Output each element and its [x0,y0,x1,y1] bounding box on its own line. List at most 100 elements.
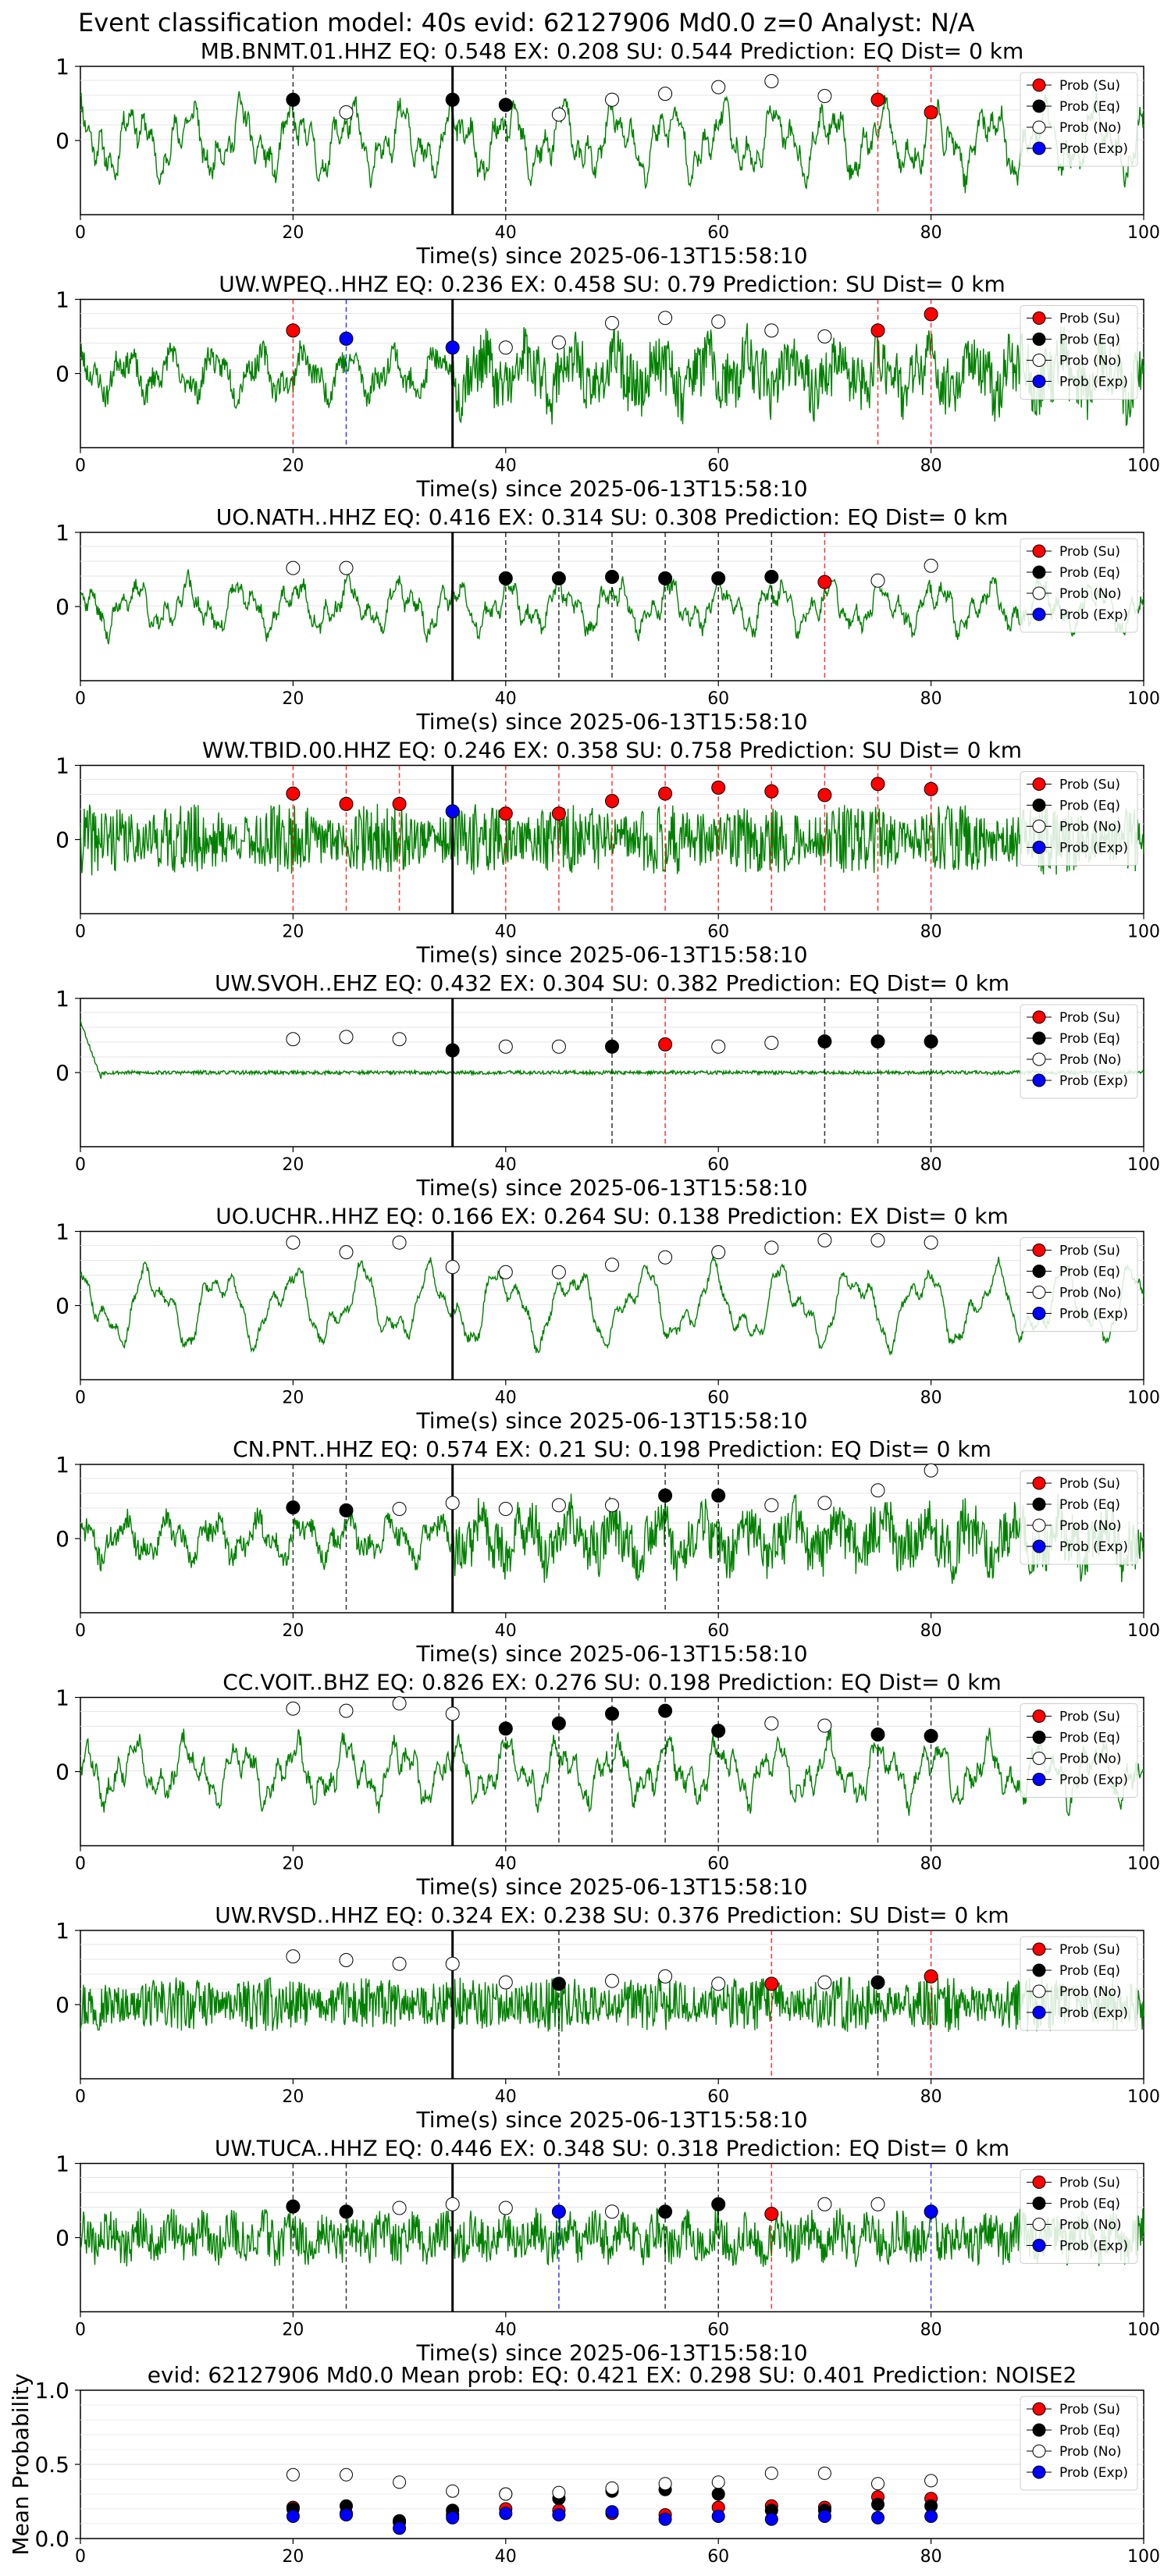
prob-marker-no [498,1265,513,1279]
mean-prob-marker-exp [817,2510,831,2523]
prob-marker-no [924,1235,938,1250]
legend-marker-eq [1032,333,1046,346]
legend-label-exp: Prob (Exp) [1059,841,1128,856]
prob-marker-no [445,1706,460,1721]
prob-marker-no [817,1496,832,1510]
legend-marker-su [1032,544,1046,558]
prob-marker-no [339,1703,354,1718]
prob-marker-eq [711,1724,726,1738]
prob-marker-su [924,781,938,796]
x-tick-label: 100 [1127,223,1160,243]
prob-marker-no [817,1718,832,1733]
prob-marker-su [817,575,832,589]
x-tick-label: 80 [920,2547,942,2567]
prob-marker-eq [551,1976,566,1991]
legend-marker-no [1032,1286,1046,1299]
prob-marker-no [339,1030,354,1044]
y-tick-label: 0 [55,1060,69,1086]
mean-prob-marker-no [340,2467,353,2482]
prob-marker-su [498,806,513,821]
mean-prob-marker-exp [552,2508,566,2522]
x-tick-label: 0 [75,2321,86,2340]
legend-marker-eq [1032,799,1046,812]
x-tick-label: 100 [1127,1389,1160,1408]
x-tick-label: 60 [707,2321,729,2340]
mean-prob-marker-exp [340,2508,353,2522]
x-tick-label: 80 [920,2087,942,2107]
prob-marker-no [658,87,673,101]
legend-label-su: Prob (Su) [1059,78,1120,94]
mean-prob-marker-no [764,2466,778,2480]
prob-marker-su [924,105,938,119]
mean-prob-marker-no [924,2474,938,2488]
prob-marker-no [339,105,354,119]
prob-marker-no [605,1498,619,1513]
prob-marker-no [605,1258,619,1272]
legend-label-eq: Prob (Eq) [1059,2423,1120,2439]
y-tick-label: 1 [55,520,69,546]
axes-frame [80,66,1144,215]
x-tick-label: 80 [920,1621,942,1641]
y-tick-label: 0.5 [34,2452,69,2478]
legend-label-eq: Prob (Eq) [1059,2197,1120,2212]
legend-marker-su [1032,78,1046,92]
legend-marker-eq [1032,565,1046,579]
panel-title: evid: 62127906 Md0.0 Mean prob: EQ: 0.42… [148,2362,1077,2388]
prob-marker-eq [339,1503,354,1517]
prob-marker-no [711,1039,726,1054]
prob-marker-eq [605,1039,619,1054]
x-tick-label: 0 [75,2087,86,2107]
x-tick-label: 100 [1127,923,1160,942]
legend-marker-exp [1032,607,1046,621]
prob-marker-su [924,1969,938,1984]
x-axis-label: Time(s) since 2025-06-13T15:58:10 [415,243,807,269]
legend-marker-exp [1032,375,1046,388]
mean-prob-marker-no [446,2484,460,2498]
legend-label-exp: Prob (Exp) [1059,375,1128,390]
mean-prob-marker-no [499,2487,513,2501]
x-tick-label: 60 [707,457,729,476]
prob-marker-su [605,794,619,809]
prob-marker-no [817,1233,832,1247]
legend-label-eq: Prob (Eq) [1059,799,1120,814]
x-axis-label: Time(s) since 2025-06-13T15:58:10 [415,2340,807,2366]
legend-label-no: Prob (No) [1059,1286,1122,1301]
x-tick-label: 0 [75,1621,86,1641]
legend-marker-eq [1032,2197,1046,2210]
y-tick-label: 1 [55,753,69,779]
legend-label-su: Prob (Su) [1059,2176,1120,2191]
station-panel-4: WW.TBID.00.HHZ EQ: 0.246 EX: 0.358 SU: 0… [55,738,1160,968]
y-tick-label: 1 [55,1918,69,1944]
mean-prob-marker-exp [605,2505,619,2519]
prob-marker-no [658,311,673,326]
x-tick-label: 40 [495,923,517,942]
prob-marker-eq [605,1706,619,1721]
prob-marker-no [870,1233,885,1247]
x-tick-label: 20 [282,923,304,942]
legend-marker-eq [1032,1731,1046,1744]
prob-marker-no [445,1260,460,1275]
axes-frame [80,1230,1144,1381]
legend-label-no: Prob (No) [1059,1518,1122,1534]
prob-marker-no [445,1956,460,1971]
x-tick-label: 80 [920,1155,942,1175]
prob-marker-no [711,315,726,329]
prob-marker-eq [711,571,726,585]
legend-label-exp: Prob (Exp) [1059,1073,1128,1089]
panel-title: UW.RVSD..HHZ EQ: 0.324 EX: 0.238 SU: 0.3… [215,1902,1009,1928]
legend-label-su: Prob (Su) [1059,1710,1120,1725]
legend-label-no: Prob (No) [1059,1052,1122,1068]
legend-box [1020,2169,1138,2264]
y-tick-label: 0 [55,361,69,387]
prob-marker-eq [658,1488,673,1503]
x-tick-label: 0 [75,689,86,709]
legend-marker-no [1032,586,1046,600]
x-tick-label: 80 [920,457,942,476]
y-tick-label: 1 [55,1685,69,1711]
x-tick-label: 80 [920,923,942,942]
x-axis-label: Time(s) since 2025-06-13T15:58:10 [415,1641,807,1667]
prob-marker-no [498,1975,513,1990]
x-tick-label: 40 [495,2087,517,2107]
x-tick-label: 20 [282,223,304,243]
